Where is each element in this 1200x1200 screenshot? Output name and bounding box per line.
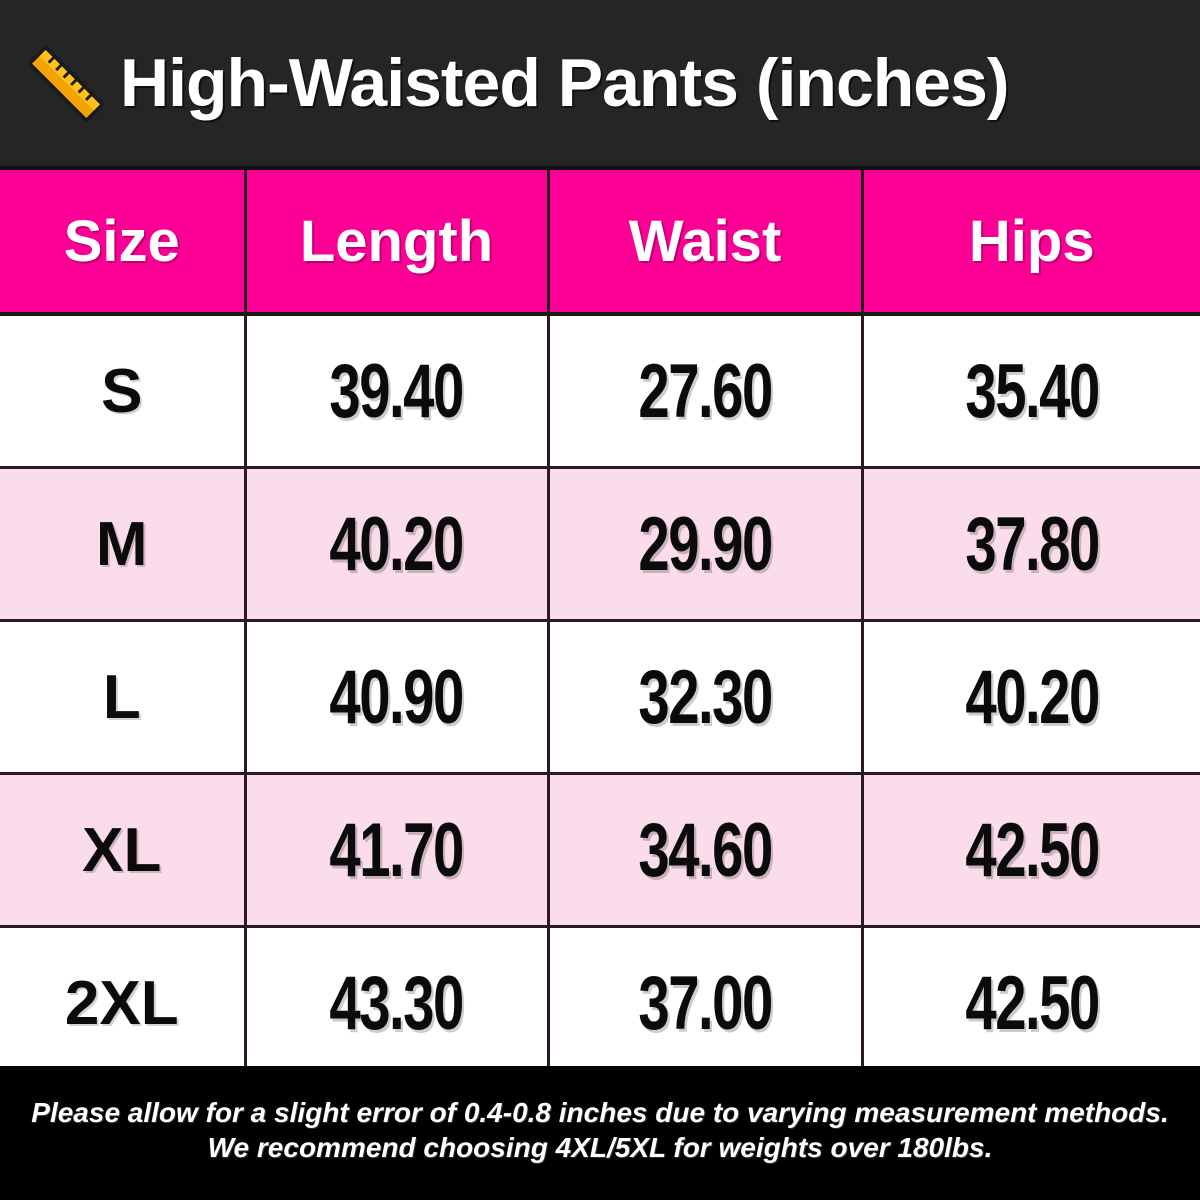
cell-length: 43.30 xyxy=(245,926,550,1078)
size-value: S xyxy=(101,356,143,426)
cell-hips: 42.50 xyxy=(862,773,1200,928)
cell-waist: 29.90 xyxy=(548,467,864,622)
ruler-icon xyxy=(28,46,104,122)
waist-value: 34.60 xyxy=(638,807,773,893)
waist-value: 29.90 xyxy=(638,501,773,587)
cell-hips: 37.80 xyxy=(862,467,1200,622)
size-value: M xyxy=(95,509,148,579)
page-title: High-Waisted Pants (inches) xyxy=(120,45,1010,121)
table-row: 2XL 43.30 37.00 42.50 xyxy=(0,926,1200,1078)
length-value: 39.40 xyxy=(329,348,465,434)
size-value: L xyxy=(102,662,141,732)
chart-footer: Please allow for a slight error of 0.4-0… xyxy=(0,1066,1200,1200)
hips-value: 40.20 xyxy=(965,654,1100,740)
cell-size: S xyxy=(0,314,247,469)
table-row: S 39.40 27.60 35.40 xyxy=(0,314,1200,469)
length-value: 40.90 xyxy=(329,654,465,740)
footer-note-line-2: We recommend choosing 4XL/5XL for weight… xyxy=(207,1132,993,1163)
table-body: S 39.40 27.60 35.40 M 40.20 29.90 37.80 … xyxy=(0,314,1200,1078)
cell-length: 41.70 xyxy=(245,773,550,928)
size-value: 2XL xyxy=(64,968,179,1038)
hips-value: 37.80 xyxy=(965,501,1100,587)
column-header-waist[interactable]: Waist xyxy=(548,170,864,316)
waist-value: 37.00 xyxy=(638,960,773,1046)
waist-value: 27.60 xyxy=(638,348,773,434)
hips-value: 42.50 xyxy=(965,807,1100,893)
cell-waist: 32.30 xyxy=(548,620,864,775)
footer-note-line-1: Please allow for a slight error of 0.4-0… xyxy=(31,1096,1169,1128)
waist-value: 32.30 xyxy=(638,654,773,740)
table-header: Size Length Waist Hips xyxy=(0,170,1200,316)
cell-size: M xyxy=(0,467,247,622)
table-row: XL 41.70 34.60 42.50 xyxy=(0,773,1200,928)
length-value: 40.20 xyxy=(329,501,465,587)
cell-length: 40.90 xyxy=(245,620,550,775)
size-table-wrapper: Size Length Waist Hips S 39.40 27.60 35.… xyxy=(0,166,1200,1078)
hips-value: 35.40 xyxy=(965,348,1100,434)
cell-hips: 35.40 xyxy=(862,314,1200,469)
column-header-hips[interactable]: Hips xyxy=(862,170,1200,316)
size-value: XL xyxy=(82,815,162,885)
table-row: L 40.90 32.30 40.20 xyxy=(0,620,1200,775)
hips-value: 42.50 xyxy=(965,960,1100,1046)
cell-hips: 42.50 xyxy=(862,926,1200,1078)
cell-waist: 34.60 xyxy=(548,773,864,928)
size-table: Size Length Waist Hips S 39.40 27.60 35.… xyxy=(0,170,1200,1078)
column-header-size[interactable]: Size xyxy=(0,170,247,316)
cell-waist: 27.60 xyxy=(548,314,864,469)
cell-waist: 37.00 xyxy=(548,926,864,1078)
cell-hips: 40.20 xyxy=(862,620,1200,775)
table-row: M 40.20 29.90 37.80 xyxy=(0,467,1200,622)
length-value: 43.30 xyxy=(329,960,465,1046)
column-header-length[interactable]: Length xyxy=(245,170,550,316)
length-value: 41.70 xyxy=(329,807,465,893)
cell-length: 39.40 xyxy=(245,314,550,469)
cell-length: 40.20 xyxy=(245,467,550,622)
cell-size: 2XL xyxy=(0,926,247,1078)
cell-size: XL xyxy=(0,773,247,928)
chart-title-bar: High-Waisted Pants (inches) xyxy=(0,0,1200,166)
cell-size: L xyxy=(0,620,247,775)
table-header-row: Size Length Waist Hips xyxy=(0,170,1200,316)
